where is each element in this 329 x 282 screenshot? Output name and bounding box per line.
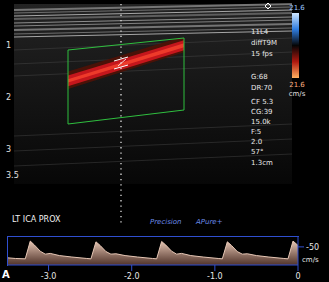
svg-text:3.5: 3.5 — [8, 171, 19, 180]
svg-text:Precision: Precision — [150, 218, 182, 226]
svg-text:CF 5.3: CF 5.3 — [251, 98, 273, 106]
svg-text:LT ICA PROX: LT ICA PROX — [12, 215, 61, 224]
svg-text:cm/s: cm/s — [289, 90, 306, 98]
svg-text:G:68: G:68 — [251, 73, 268, 81]
svg-text:15.0k: 15.0k — [251, 118, 272, 126]
svg-text:2.0: 2.0 — [251, 138, 262, 146]
svg-text:-50: -50 — [306, 243, 319, 252]
svg-text:15 fps: 15 fps — [251, 50, 273, 58]
svg-text:DR:70: DR:70 — [251, 84, 272, 92]
svg-text:F:5: F:5 — [251, 128, 261, 136]
svg-text:-2.0: -2.0 — [124, 272, 140, 281]
svg-text:21.6: 21.6 — [289, 81, 305, 89]
svg-text:0: 0 — [295, 272, 300, 281]
svg-text:1: 1 — [8, 41, 11, 50]
html-text:cm/s: cm/s — [302, 256, 319, 264]
svg-text:2: 2 — [8, 93, 11, 102]
svg-text:1.3cm: 1.3cm — [251, 159, 273, 167]
svg-text:11L4: 11L4 — [251, 28, 269, 36]
svg-text:-1.0: -1.0 — [207, 272, 223, 281]
svg-text:57°: 57° — [251, 148, 263, 156]
svg-text:CG:39: CG:39 — [251, 108, 273, 116]
svg-text:diffT9M: diffT9M — [251, 39, 277, 47]
svg-text:21.6: 21.6 — [289, 4, 305, 12]
svg-text:3: 3 — [8, 145, 11, 154]
svg-text:APure+: APure+ — [195, 218, 223, 226]
html-text:A: A — [2, 269, 10, 280]
svg-text:-3.0: -3.0 — [41, 272, 57, 281]
